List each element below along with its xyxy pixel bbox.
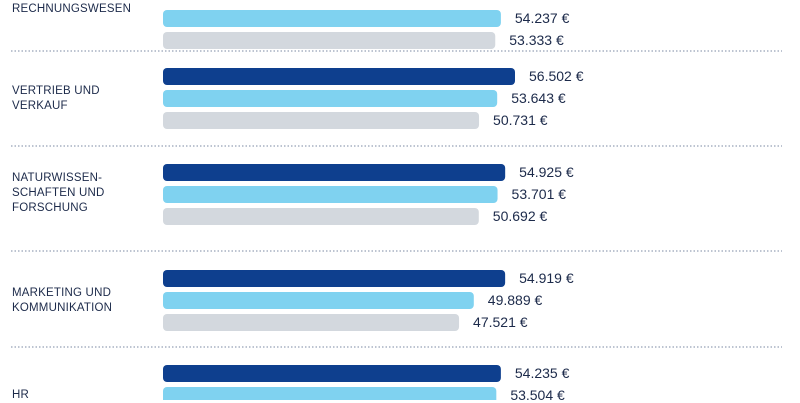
category-label-hr: HR (12, 389, 30, 401)
bar-value-label: 56.502 € (529, 68, 584, 84)
bar (163, 186, 498, 203)
bar (163, 292, 474, 309)
bar-value-label: 53.643 € (511, 90, 566, 106)
bar (163, 270, 506, 287)
category-label-naturwissenschaften: NATURWISSEN-SCHAFTEN UND FORSCHUNG (12, 172, 105, 214)
bar (163, 314, 460, 331)
bar (163, 164, 506, 181)
bar-value-label: 53.333 € (509, 32, 564, 48)
bar (163, 365, 501, 382)
bar (163, 10, 501, 27)
bar-value-label: 54.237 € (515, 10, 570, 26)
category-label-vertrieb: VERTRIEB UND VERKAUF (12, 85, 100, 112)
bar-value-label: 50.692 € (493, 208, 548, 224)
bar (163, 208, 479, 225)
bar (163, 387, 497, 400)
bar (163, 90, 498, 107)
bar-value-label: 50.731 € (493, 112, 548, 128)
bar-value-label: 54.919 € (519, 270, 574, 286)
category-label-marketing: MARKETING UND KOMMUNIKATION (12, 287, 113, 314)
bar-value-label: 53.701 € (512, 186, 567, 202)
bar-value-label: 47.521 € (473, 314, 528, 330)
bar-value-label: 54.235 € (515, 365, 570, 381)
category-label-rechnungswesen: RECHNUNGSWESEN (12, 3, 132, 15)
bar-value-label: 49.889 € (488, 292, 543, 308)
bar (163, 68, 515, 85)
bar (163, 32, 496, 49)
bar-value-label: 53.504 € (510, 387, 565, 400)
bar (163, 112, 480, 129)
bar-value-label: 54.925 € (519, 164, 574, 180)
